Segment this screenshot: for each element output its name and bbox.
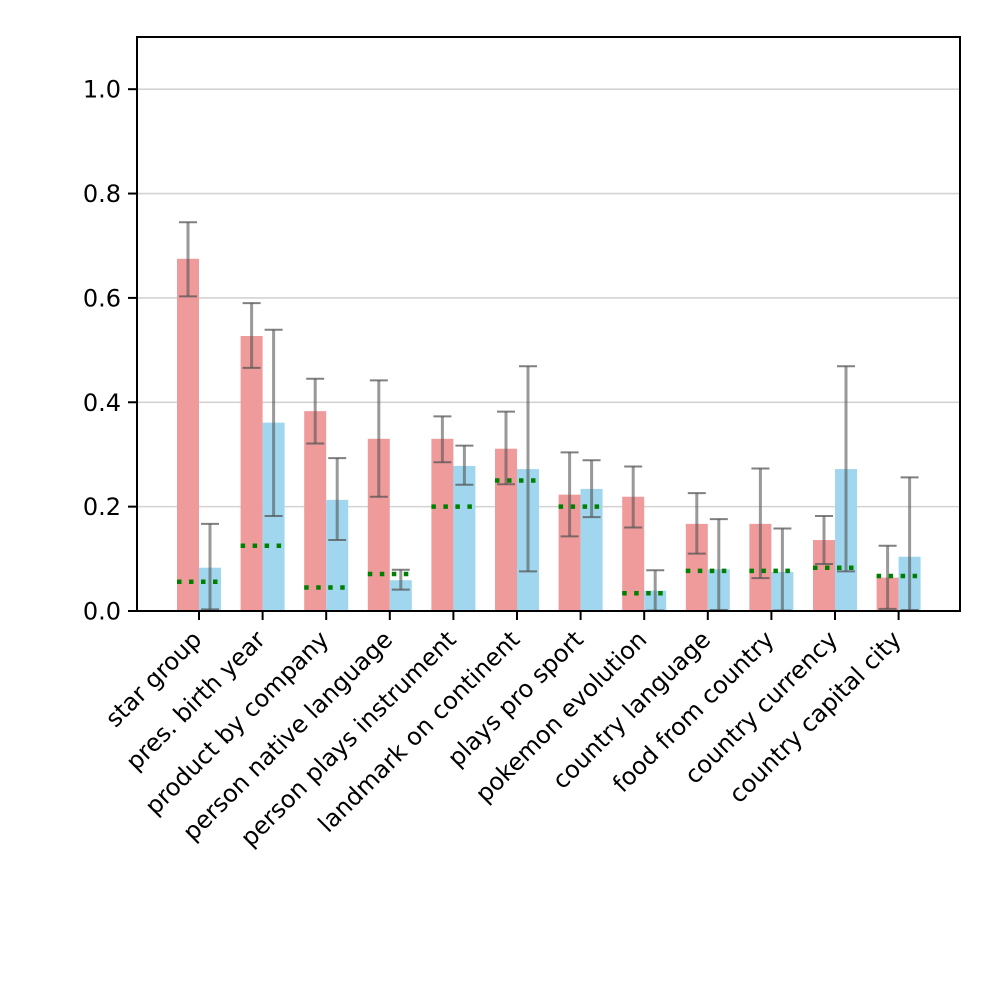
error-bars	[179, 221, 919, 612]
bar-series-1	[622, 496, 645, 611]
y-tick-label: 0.0	[83, 598, 121, 626]
bar-series-1	[304, 411, 327, 611]
plot-frame	[136, 36, 961, 612]
y-tick-label: 0.6	[83, 284, 121, 312]
bar-series-1	[685, 523, 708, 611]
y-tick-label: 0.4	[83, 389, 121, 417]
bar-series-2	[453, 465, 476, 611]
bar-series-1	[558, 494, 581, 611]
bar-series-1	[367, 438, 390, 611]
bar-series-2	[580, 488, 603, 611]
bar-series-1	[431, 438, 454, 611]
bar-series-1	[177, 258, 199, 611]
bar-series-1	[813, 540, 835, 611]
bar-series-1	[240, 336, 263, 611]
y-tick-label: 1.0	[83, 76, 121, 104]
y-axis-ticks: 0.0 0.2 0.4 0.6 0.8 1.0	[83, 76, 137, 626]
bar-series-2	[389, 580, 412, 611]
bar-series-2	[326, 499, 349, 611]
baseline-markers	[177, 478, 921, 596]
y-tick-label: 0.2	[83, 493, 121, 521]
bars	[177, 258, 921, 611]
y-tick-label: 0.8	[83, 180, 121, 208]
bar-series-1	[495, 448, 517, 611]
